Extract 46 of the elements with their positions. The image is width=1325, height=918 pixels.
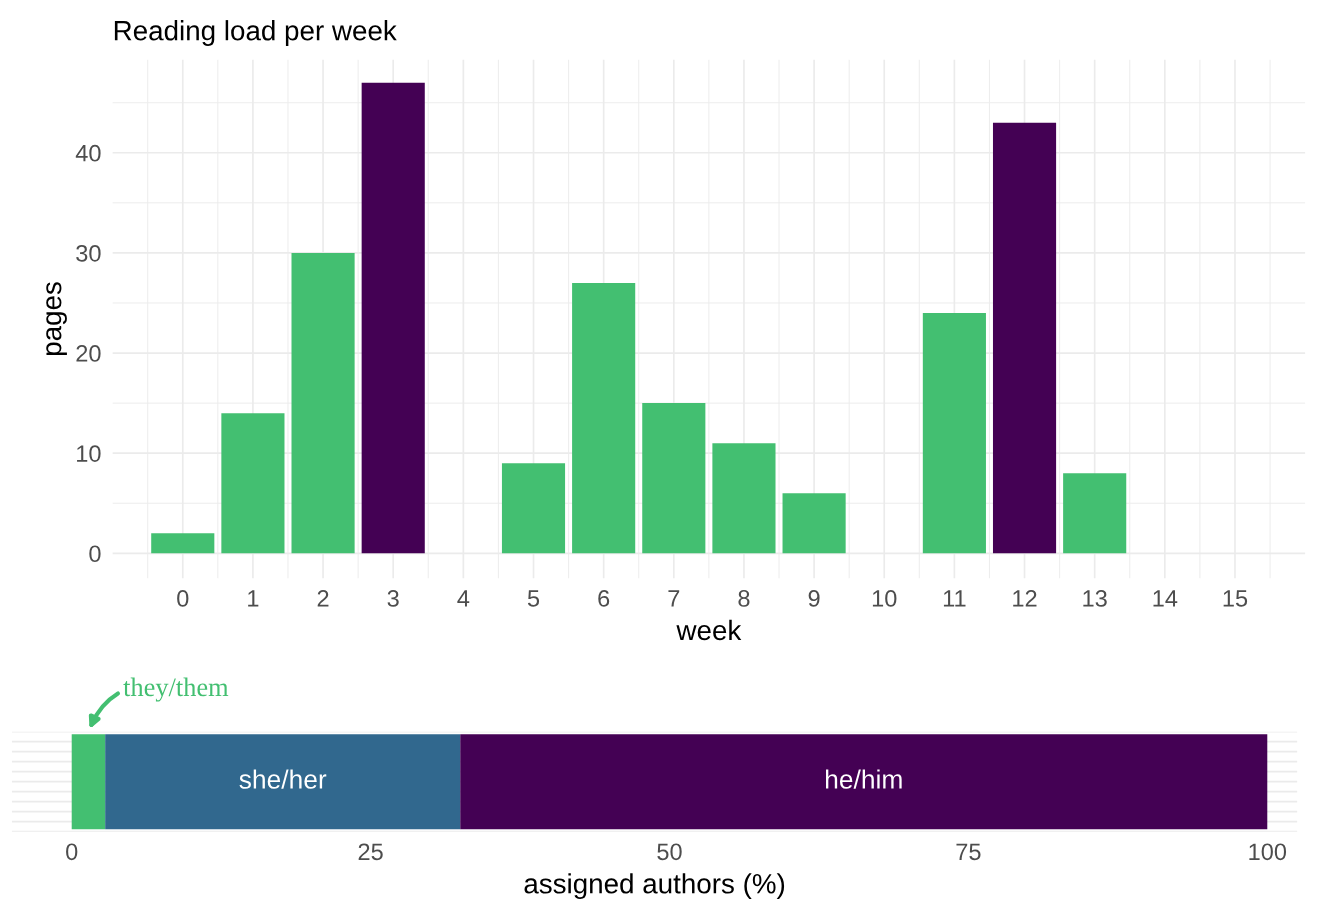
x-tick-label: 6: [598, 590, 610, 607]
bar: [291, 252, 355, 554]
y-tick-label: 10: [77, 445, 101, 462]
x-tick-label: 100: [1249, 843, 1287, 861]
chart-title: Reading load per week: [114, 20, 397, 46]
bar: [1063, 473, 1127, 554]
bar: [712, 443, 776, 554]
x-tick-label: 2: [317, 590, 329, 607]
y-tick-label: 20: [76, 345, 101, 362]
y-tick-label: 30: [76, 244, 101, 262]
bar: [361, 82, 425, 554]
x-axis-title: week: [676, 619, 742, 641]
y-axis-title: pages: [46, 282, 67, 356]
x-tick-label: 9: [808, 590, 820, 607]
series-label: she/her: [239, 769, 327, 789]
bar: [221, 413, 285, 554]
y-tick-label: 40: [75, 144, 101, 162]
x-tick-label: 3: [387, 590, 399, 607]
x-tick-label: 50: [657, 843, 682, 861]
x-tick-label: 4: [457, 590, 470, 607]
bar: [782, 493, 846, 554]
bar: [151, 533, 215, 554]
bar: [501, 463, 566, 554]
x-axis-title: assigned authors (%): [524, 873, 785, 900]
bar: [572, 282, 636, 554]
x-tick-label: 0: [177, 590, 189, 607]
x-tick-label: 25: [358, 843, 383, 861]
x-tick-label: 1: [248, 590, 259, 607]
x-tick-label: 5: [527, 590, 540, 607]
series-label: they/them: [123, 677, 229, 702]
x-tick-label: 75: [956, 843, 981, 861]
y-tick-label: 0: [89, 545, 101, 563]
x-tick-label: 12: [1013, 590, 1037, 607]
bar: [922, 313, 986, 554]
series-label: he/him: [826, 769, 902, 789]
x-tick-label: 15: [1223, 590, 1248, 607]
x-tick-label: 10: [872, 590, 897, 607]
x-tick-label: 11: [943, 590, 966, 607]
x-tick-label: 13: [1083, 590, 1107, 607]
bar: [71, 734, 106, 830]
bar: [642, 403, 706, 554]
bar: [992, 122, 1057, 554]
x-tick-label: 7: [668, 590, 680, 607]
x-tick-label: 8: [738, 590, 750, 607]
x-tick-label: 14: [1153, 590, 1178, 607]
bar: [105, 734, 461, 830]
